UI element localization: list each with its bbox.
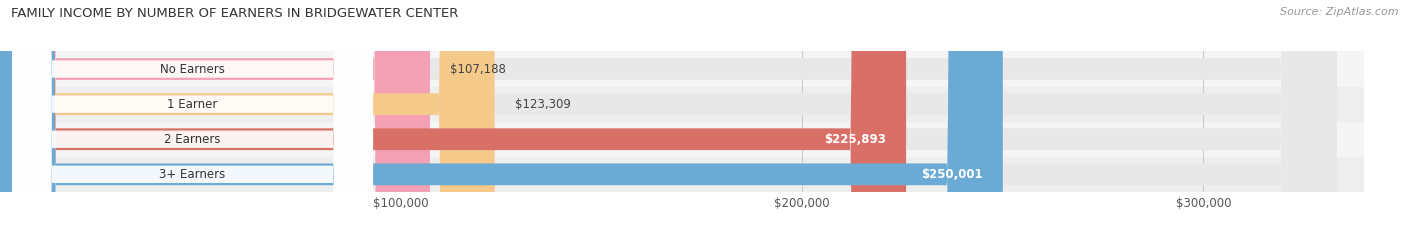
Text: 1 Earner: 1 Earner [167, 98, 218, 111]
FancyBboxPatch shape [13, 0, 373, 234]
Text: $107,188: $107,188 [450, 62, 506, 76]
Bar [0, 51, 1364, 87]
FancyBboxPatch shape [13, 0, 373, 234]
Bar [0, 122, 1364, 157]
Text: No Earners: No Earners [160, 62, 225, 76]
Bar [0, 87, 1364, 122]
FancyBboxPatch shape [0, 0, 1337, 234]
FancyBboxPatch shape [13, 0, 373, 234]
FancyBboxPatch shape [0, 0, 1002, 234]
FancyBboxPatch shape [0, 0, 1337, 234]
Text: Source: ZipAtlas.com: Source: ZipAtlas.com [1281, 7, 1399, 17]
Bar [0, 157, 1364, 192]
Text: $225,893: $225,893 [824, 133, 886, 146]
FancyBboxPatch shape [0, 0, 905, 234]
FancyBboxPatch shape [0, 0, 1337, 234]
FancyBboxPatch shape [0, 0, 430, 234]
FancyBboxPatch shape [13, 0, 373, 234]
FancyBboxPatch shape [0, 0, 495, 234]
Text: $123,309: $123,309 [515, 98, 571, 111]
Text: 2 Earners: 2 Earners [165, 133, 221, 146]
Text: 3+ Earners: 3+ Earners [159, 168, 226, 181]
FancyBboxPatch shape [0, 0, 1337, 234]
Text: $250,001: $250,001 [921, 168, 983, 181]
Text: FAMILY INCOME BY NUMBER OF EARNERS IN BRIDGEWATER CENTER: FAMILY INCOME BY NUMBER OF EARNERS IN BR… [11, 7, 458, 20]
